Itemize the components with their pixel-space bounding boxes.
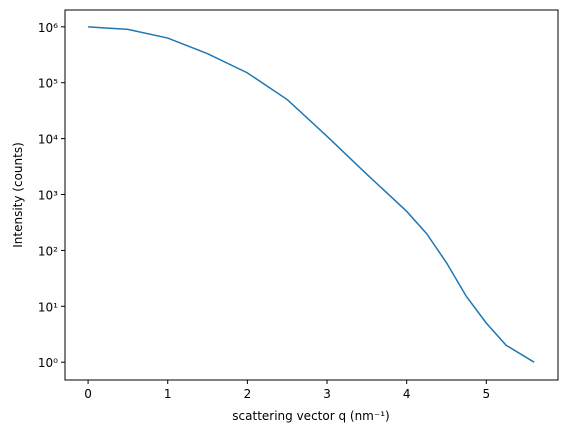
- x-tick-label: 0: [84, 387, 92, 401]
- y-tick-label: 10³: [38, 189, 58, 203]
- x-tick-label: 3: [323, 387, 331, 401]
- x-tick-label: 1: [164, 387, 172, 401]
- plot-frame: [64, 9, 559, 381]
- y-tick-label: 10¹: [38, 300, 58, 314]
- data-line: [88, 26, 535, 363]
- x-tick-label: 5: [482, 387, 490, 401]
- y-tick-label: 10²: [38, 244, 58, 258]
- y-tick-label: 10⁴: [38, 133, 58, 147]
- x-axis-label: scattering vector q (nm⁻¹): [232, 409, 389, 423]
- x-tick-label: 2: [244, 387, 252, 401]
- y-tick-label: 10⁰: [38, 356, 58, 370]
- x-tick-label: 4: [403, 387, 411, 401]
- y-tick-label: 10⁶: [38, 21, 58, 35]
- y-axis-label: Intensity (counts): [11, 142, 25, 248]
- y-tick-label: 10⁵: [38, 77, 58, 91]
